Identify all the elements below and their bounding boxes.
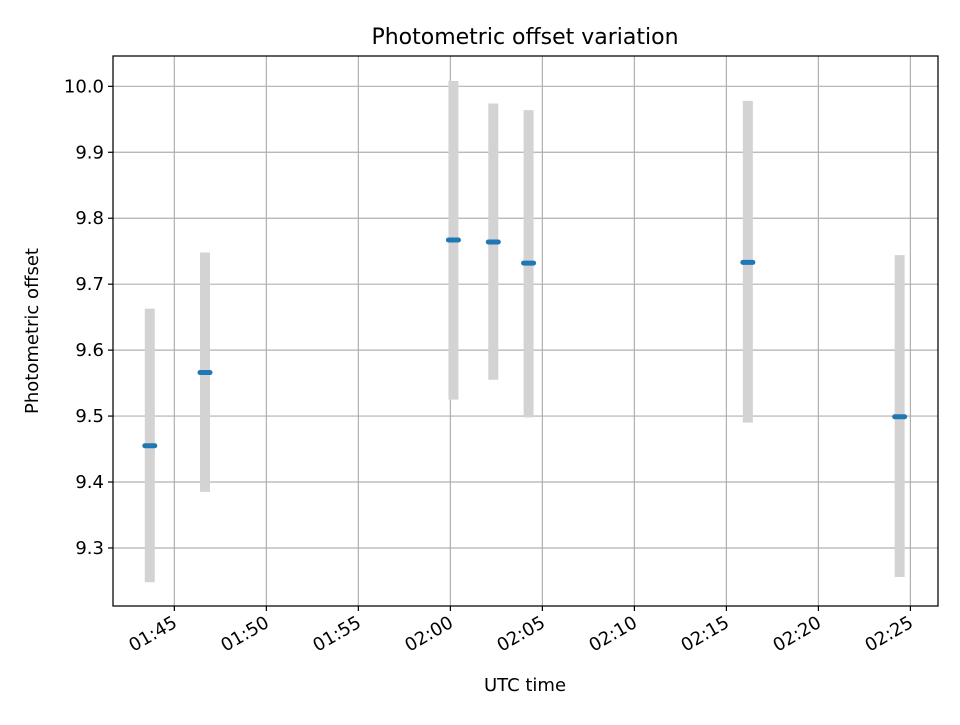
y-tick-label: 9.3 [75,538,104,559]
y-tick-label: 9.7 [75,274,104,295]
y-tick-label: 9.9 [75,142,104,163]
plot-frame [112,55,939,607]
y-axis-ticks: 9.3 9.4 9.5 9.6 9.7 9.8 9.9 10.0 [64,76,113,559]
y-tick-label: 9.4 [75,472,104,493]
y-axis-label: Photometric offset [22,248,43,414]
chart-title: Photometric offset variation [371,25,678,50]
y-tick-label: 9.6 [75,340,104,361]
data-points [142,237,908,449]
y-tick-label: 9.5 [75,406,104,427]
y-tick-label: 9.8 [75,208,104,229]
y-tick-label: 10.0 [64,76,104,97]
x-axis-label: UTC time [484,675,566,696]
